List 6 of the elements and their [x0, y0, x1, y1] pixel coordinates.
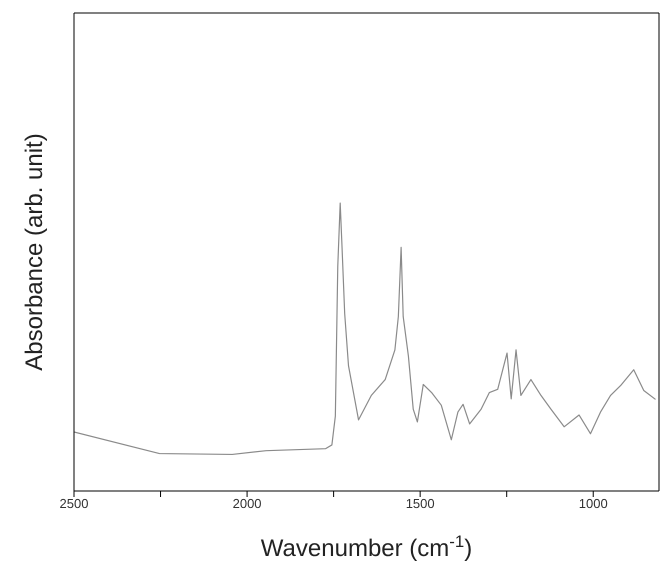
x-tick-label: 1000	[578, 496, 608, 512]
y-axis-title: Absorbance (arb. unit)	[21, 133, 48, 371]
x-tick-label: 2000	[232, 496, 262, 512]
x-tick-label: 2500	[60, 496, 88, 512]
x-axis-title: Wavenumber (cm$^{-1}$)	[260, 532, 472, 562]
x-tick-label: 1500	[406, 496, 435, 512]
